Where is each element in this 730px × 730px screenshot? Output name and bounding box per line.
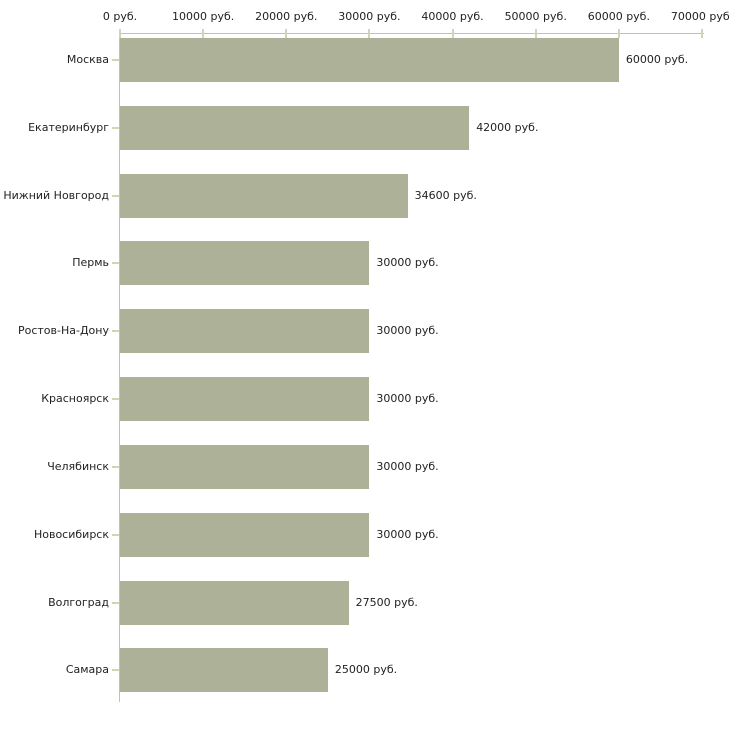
x-axis-tick	[617, 29, 620, 38]
value-label: 27500 руб.	[355, 595, 418, 609]
category-label: Нижний Новгород	[3, 188, 109, 202]
bar	[120, 377, 370, 422]
value-label: 30000 руб.	[376, 392, 439, 406]
category-label: Красноярск	[41, 392, 109, 406]
x-axis-tick-label: 40000 руб.	[421, 10, 484, 23]
x-axis-tick	[119, 29, 121, 38]
value-label: 42000 руб.	[476, 120, 539, 134]
x-axis-tick-label: 60000 руб.	[587, 10, 650, 23]
y-axis-tick	[112, 601, 119, 604]
bar	[120, 512, 370, 557]
bar	[120, 444, 370, 489]
category-label: Москва	[66, 53, 109, 66]
y-axis-tick	[112, 59, 119, 61]
y-axis-tick	[112, 398, 119, 401]
x-axis-tick	[285, 29, 288, 38]
category-label: Волгоград	[48, 595, 109, 609]
x-axis-tick	[451, 29, 454, 38]
category-label: Новосибирск	[33, 527, 109, 541]
value-label: 25000 руб.	[334, 663, 398, 677]
y-axis-tick	[112, 126, 119, 129]
category-label: Ростов-На-Дону	[17, 324, 109, 338]
bar	[120, 105, 470, 150]
x-axis-tick-label: 50000 руб.	[504, 10, 567, 23]
value-label: 30000 руб.	[376, 527, 439, 541]
category-label: Челябинск	[47, 459, 109, 473]
value-label: 30000 руб.	[376, 459, 439, 473]
bar	[120, 38, 619, 82]
y-axis-tick	[112, 330, 119, 333]
x-axis-line	[119, 33, 704, 34]
bar	[120, 648, 328, 693]
x-axis-tick	[368, 29, 371, 38]
x-axis-tick-label: 20000 руб.	[255, 10, 318, 23]
x-axis-tick	[202, 29, 205, 38]
bar	[120, 241, 370, 286]
x-axis-tick	[534, 29, 537, 38]
bar	[120, 309, 370, 354]
category-label: Пермь	[72, 256, 109, 270]
value-label: 60000 руб.	[625, 53, 689, 66]
y-axis-tick	[112, 669, 119, 672]
y-axis-tick	[112, 262, 119, 265]
bar	[120, 580, 349, 625]
x-axis-tick-label: 30000 руб.	[338, 10, 401, 23]
value-label: 30000 руб.	[376, 324, 439, 338]
value-label: 30000 руб.	[376, 256, 439, 270]
y-axis-tick	[112, 194, 119, 197]
y-axis-tick	[112, 465, 119, 468]
value-label: 34600 руб.	[414, 188, 477, 202]
x-axis-tick-label: 10000 руб.	[172, 10, 235, 23]
y-axis-tick	[112, 533, 119, 536]
x-axis-tick-label: 70000 руб.	[670, 10, 730, 23]
y-axis-line	[119, 33, 120, 702]
x-axis-tick	[701, 29, 703, 38]
category-label: Самара	[65, 663, 109, 677]
x-axis-tick-label: 0 руб.	[102, 10, 138, 23]
category-label: Екатеринбург	[28, 120, 109, 134]
bar	[120, 173, 408, 218]
